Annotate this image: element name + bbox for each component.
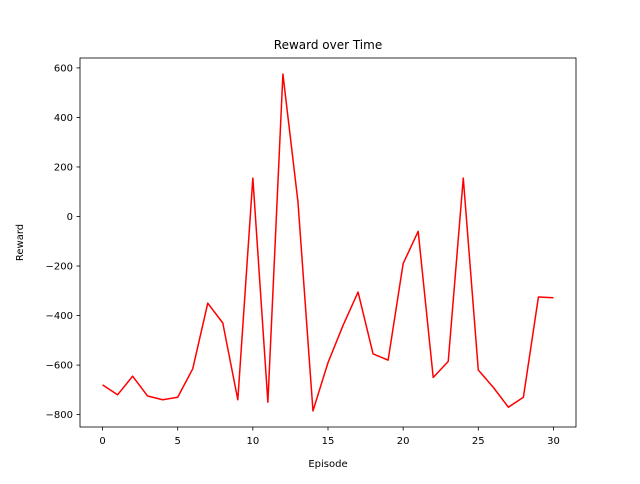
y-tick-label: −600 bbox=[46, 361, 73, 372]
y-axis-label: Reward bbox=[15, 224, 26, 261]
x-tick-label: 5 bbox=[175, 436, 181, 447]
y-tick-label: 600 bbox=[54, 63, 73, 74]
y-tick-label: 400 bbox=[54, 113, 73, 124]
x-tick-label: 25 bbox=[472, 436, 485, 447]
x-tick-label: 0 bbox=[99, 436, 105, 447]
x-axis-label: Episode bbox=[308, 459, 347, 470]
series-line-1 bbox=[102, 73, 554, 412]
y-tick-label: 200 bbox=[54, 162, 73, 173]
axes-layer: 0 5 10 15 20 25 30 −800 −600 −400 −200 0 200 400 600 bbox=[46, 57, 577, 447]
plot-frame bbox=[79, 57, 577, 428]
y-tick-label: −200 bbox=[46, 262, 73, 273]
y-tick-label: −800 bbox=[46, 410, 73, 421]
x-tick-label: 10 bbox=[246, 436, 259, 447]
x-tick-label: 30 bbox=[547, 436, 560, 447]
x-tick-label: 15 bbox=[322, 436, 335, 447]
chart-title: Reward over Time bbox=[274, 38, 382, 52]
y-tick-label: 0 bbox=[67, 212, 73, 223]
x-tick-label: 20 bbox=[397, 436, 410, 447]
y-tick-label: −400 bbox=[46, 311, 73, 322]
series-layer bbox=[102, 73, 554, 412]
